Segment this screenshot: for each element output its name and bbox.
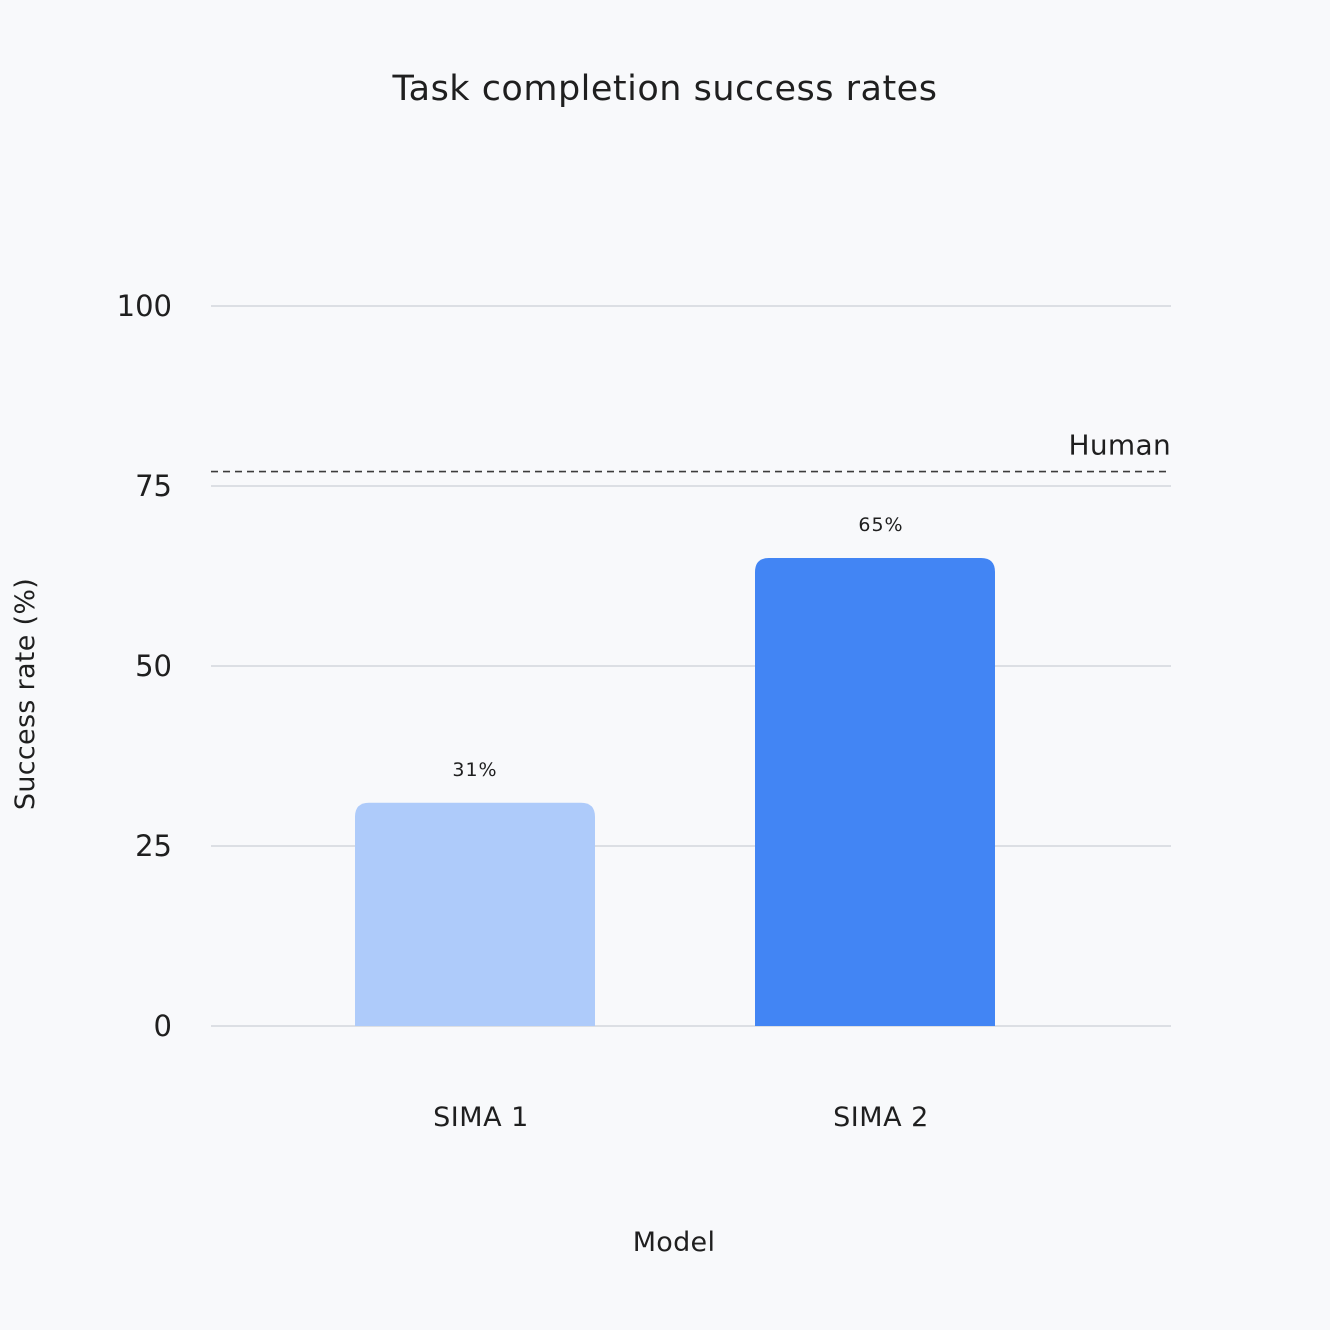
x-axis-categories: SIMA 1 SIMA 2	[433, 1102, 929, 1133]
x-category-label: SIMA 2	[833, 1102, 929, 1133]
bar-sima-2	[755, 558, 995, 1026]
y-tick-label: 25	[135, 829, 172, 863]
x-axis-title: Model	[633, 1227, 716, 1258]
y-tick-label: 100	[117, 289, 172, 323]
human-reference: Human	[211, 429, 1171, 473]
data-labels: 31% 65%	[452, 514, 903, 781]
chart-title: Task completion success rates	[392, 69, 938, 109]
bar-sima-1	[355, 802, 595, 1026]
data-label: 31%	[452, 759, 497, 781]
data-label: 65%	[858, 514, 903, 536]
y-tick-label: 0	[154, 1009, 172, 1043]
y-axis-ticks: 0 25 50 75 100	[117, 289, 172, 1043]
y-tick-label: 50	[135, 649, 172, 683]
y-axis-title: Success rate (%)	[10, 578, 41, 810]
x-category-label: SIMA 1	[433, 1102, 529, 1133]
human-reference-label: Human	[1069, 429, 1171, 462]
bars	[355, 558, 995, 1026]
y-tick-label: 75	[135, 469, 172, 503]
